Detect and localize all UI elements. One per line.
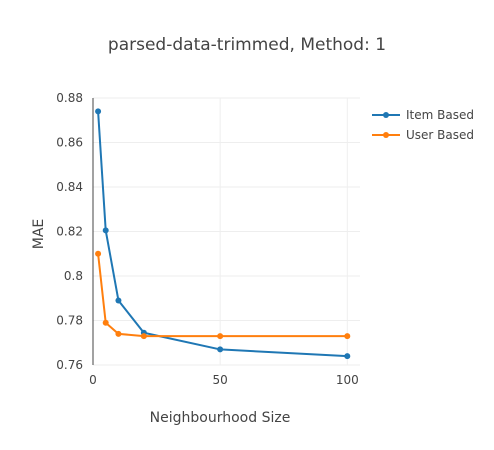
data-point[interactable] xyxy=(344,333,351,340)
series-user-based xyxy=(95,250,351,340)
data-point[interactable] xyxy=(95,250,102,257)
y-tick-label: 0.84 xyxy=(56,180,83,194)
x-tick-label: 0 xyxy=(89,373,97,387)
data-point[interactable] xyxy=(115,330,122,337)
chart-title: parsed-data-trimmed, Method: 1 xyxy=(108,35,386,55)
legend-marker xyxy=(383,132,389,138)
axes: 0.76 0.78 0.8 0.82 0.84 0.86 0.88 0 50 100 xyxy=(56,91,358,387)
legend-marker xyxy=(383,112,389,118)
legend[interactable]: Item Based User Based xyxy=(372,108,474,142)
data-point[interactable] xyxy=(140,333,147,340)
y-axis-title: MAE xyxy=(31,219,47,250)
legend-item[interactable]: Item Based xyxy=(372,108,474,122)
data-point[interactable] xyxy=(115,297,122,304)
grid xyxy=(93,97,360,366)
legend-item[interactable]: User Based xyxy=(372,128,474,142)
legend-label: Item Based xyxy=(406,108,474,122)
y-tick-label: 0.86 xyxy=(56,136,83,150)
y-tick-label: 0.8 xyxy=(64,269,83,283)
data-point[interactable] xyxy=(217,346,224,353)
y-tick-label: 0.88 xyxy=(56,91,83,105)
data-point[interactable] xyxy=(95,108,102,115)
data-point[interactable] xyxy=(217,333,224,340)
data-point[interactable] xyxy=(102,227,109,234)
series-line xyxy=(97,253,348,338)
data-point[interactable] xyxy=(344,353,351,360)
y-tick-label: 0.82 xyxy=(56,225,83,239)
x-tick-label: 50 xyxy=(213,373,228,387)
x-axis-title: Neighbourhood Size xyxy=(150,410,291,426)
y-tick-label: 0.76 xyxy=(56,358,83,372)
legend-label: User Based xyxy=(406,128,474,142)
series-layer xyxy=(95,108,351,360)
data-point[interactable] xyxy=(102,319,109,326)
x-tick-label: 100 xyxy=(336,373,359,387)
series-item-based xyxy=(95,108,351,360)
series-line xyxy=(97,111,348,358)
y-tick-label: 0.78 xyxy=(56,314,83,328)
